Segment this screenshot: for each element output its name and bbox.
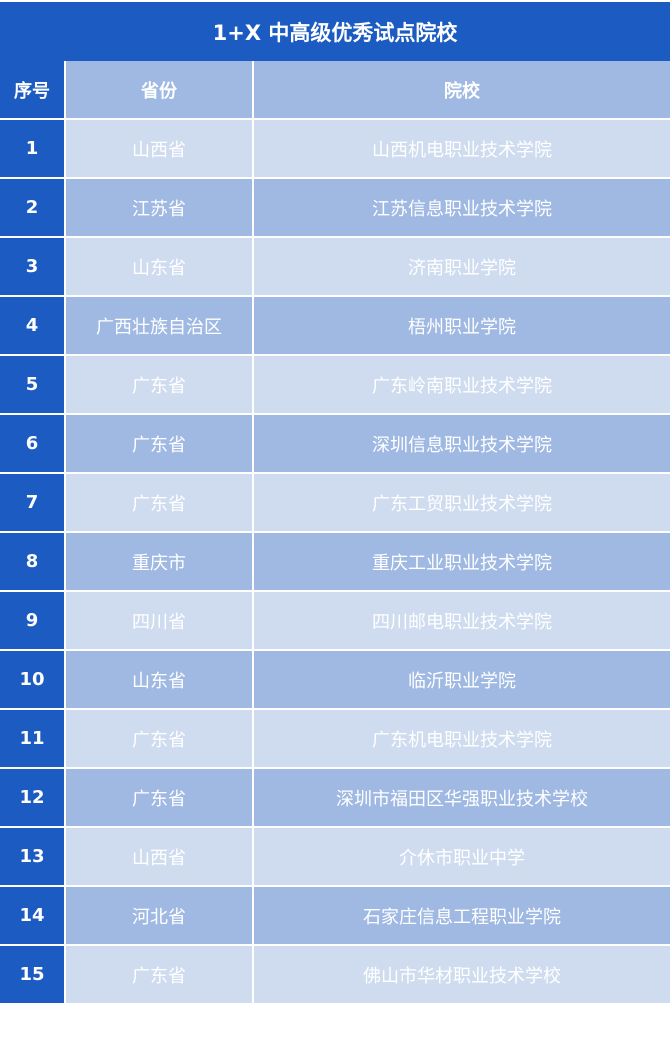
table-row: 10 山东省 临沂职业学院 (0, 649, 670, 710)
table-row: 6 广东省 深圳信息职业技术学院 (0, 413, 670, 474)
row-school: 佛山市华材职业技术学校 (252, 944, 670, 1005)
row-number: 1 (0, 118, 66, 179)
row-school: 梧州职业学院 (252, 295, 670, 356)
row-school: 广东岭南职业技术学院 (252, 354, 670, 415)
row-school: 深圳信息职业技术学院 (252, 413, 670, 474)
row-school: 江苏信息职业技术学院 (252, 177, 670, 238)
row-school: 石家庄信息工程职业学院 (252, 885, 670, 946)
table-row: 3 山东省 济南职业学院 (0, 236, 670, 297)
row-province: 河北省 (64, 885, 254, 946)
row-number: 6 (0, 413, 66, 474)
table-row: 2 江苏省 江苏信息职业技术学院 (0, 177, 670, 238)
header-province: 省份 (64, 61, 254, 120)
row-school: 临沂职业学院 (252, 649, 670, 710)
table-row: 14 河北省 石家庄信息工程职业学院 (0, 885, 670, 946)
row-number: 2 (0, 177, 66, 238)
row-school: 济南职业学院 (252, 236, 670, 297)
row-number: 5 (0, 354, 66, 415)
row-province: 广东省 (64, 767, 254, 828)
row-number: 11 (0, 708, 66, 769)
row-school: 深圳市福田区华强职业技术学校 (252, 767, 670, 828)
row-school: 介休市职业中学 (252, 826, 670, 887)
row-number: 14 (0, 885, 66, 946)
table-row: 4 广西壮族自治区 梧州职业学院 (0, 295, 670, 356)
row-number: 9 (0, 590, 66, 651)
table-row: 13 山西省 介休市职业中学 (0, 826, 670, 887)
row-school: 广东工贸职业技术学院 (252, 472, 670, 533)
row-province: 山西省 (64, 118, 254, 179)
row-province: 江苏省 (64, 177, 254, 238)
row-school: 重庆工业职业技术学院 (252, 531, 670, 592)
header-row: 序号 省份 院校 (0, 61, 670, 120)
row-province: 山西省 (64, 826, 254, 887)
row-province: 广东省 (64, 472, 254, 533)
row-province: 山东省 (64, 649, 254, 710)
table-row: 9 四川省 四川邮电职业技术学院 (0, 590, 670, 651)
row-province: 广东省 (64, 413, 254, 474)
table-row: 8 重庆市 重庆工业职业技术学院 (0, 531, 670, 592)
row-province: 四川省 (64, 590, 254, 651)
table-row: 5 广东省 广东岭南职业技术学院 (0, 354, 670, 415)
table-row: 11 广东省 广东机电职业技术学院 (0, 708, 670, 769)
row-province: 广东省 (64, 354, 254, 415)
row-school: 山西机电职业技术学院 (252, 118, 670, 179)
row-province: 重庆市 (64, 531, 254, 592)
row-province: 广东省 (64, 944, 254, 1005)
row-number: 12 (0, 767, 66, 828)
row-number: 15 (0, 944, 66, 1005)
row-number: 4 (0, 295, 66, 356)
table-row: 12 广东省 深圳市福田区华强职业技术学校 (0, 767, 670, 828)
header-number: 序号 (0, 61, 66, 120)
row-school: 四川邮电职业技术学院 (252, 590, 670, 651)
table-title: 1+X 中高级优秀试点院校 (0, 2, 670, 61)
header-school: 院校 (252, 61, 670, 120)
schools-table: 序号 省份 院校 1 山西省 山西机电职业技术学院 2 江苏省 江苏信息职业技术学院 3 山东… (0, 61, 670, 1005)
table-row: 1 山西省 山西机电职业技术学院 (0, 118, 670, 179)
table-row: 15 广东省 佛山市华材职业技术学校 (0, 944, 670, 1005)
row-school: 广东机电职业技术学院 (252, 708, 670, 769)
row-number: 8 (0, 531, 66, 592)
row-number: 7 (0, 472, 66, 533)
row-number: 13 (0, 826, 66, 887)
row-number: 3 (0, 236, 66, 297)
table-row: 7 广东省 广东工贸职业技术学院 (0, 472, 670, 533)
row-province: 广东省 (64, 708, 254, 769)
row-province: 广西壮族自治区 (64, 295, 254, 356)
row-province: 山东省 (64, 236, 254, 297)
row-number: 10 (0, 649, 66, 710)
